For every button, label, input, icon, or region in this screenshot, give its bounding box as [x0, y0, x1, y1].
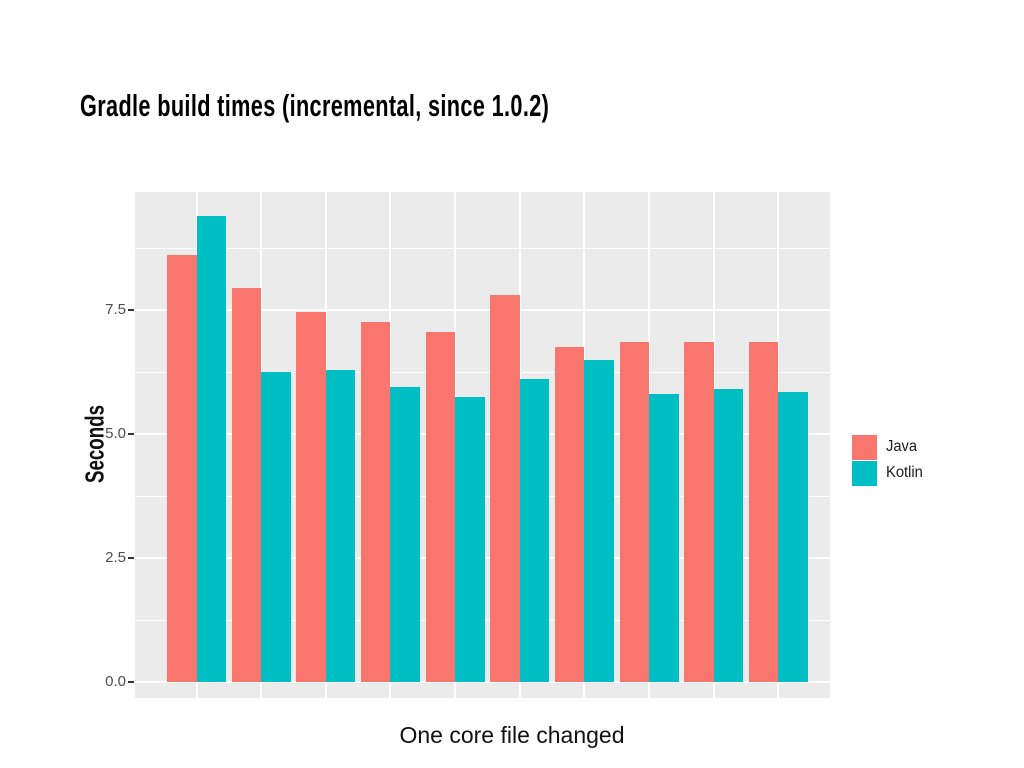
- y-tick-mark: [128, 433, 134, 435]
- legend-item-kotlin: Kotlin: [852, 460, 926, 486]
- bar-kotlin-6: [519, 379, 550, 682]
- y-tick-label: 7.5: [105, 301, 126, 318]
- y-tick-mark: [128, 681, 134, 683]
- bar-kotlin-8: [649, 394, 679, 682]
- bar-java-2: [231, 287, 262, 682]
- bar-java-6: [490, 295, 520, 682]
- bar-kotlin-5: [455, 396, 485, 682]
- gridline-minor: [135, 371, 830, 373]
- bar-kotlin-9: [713, 389, 744, 682]
- y-tick-mark: [128, 557, 134, 559]
- y-tick-label: 5.0: [105, 425, 126, 442]
- bar-java-4: [360, 322, 391, 682]
- bar-java-10: [748, 342, 779, 682]
- y-tick-label: 2.5: [105, 549, 126, 566]
- gridline-major: [135, 309, 830, 311]
- bar-java-8: [619, 342, 650, 682]
- gridline-minor: [135, 247, 830, 249]
- bar-java-7: [554, 347, 585, 682]
- bar-kotlin-4: [390, 386, 420, 682]
- legend-swatch-kotlin: [852, 460, 877, 486]
- gridline-major: [135, 681, 830, 683]
- bar-java-3: [296, 312, 326, 682]
- legend-item-java: Java: [852, 434, 926, 460]
- bar-java-9: [684, 342, 714, 682]
- bar-kotlin-2: [261, 372, 291, 682]
- y-tick-label: 0.0: [105, 673, 126, 690]
- legend-label: Java: [886, 438, 918, 455]
- legend-label: Kotlin: [886, 464, 923, 481]
- bar-kotlin-1: [196, 215, 226, 682]
- y-tick-mark: [128, 309, 134, 311]
- bar-kotlin-3: [325, 369, 356, 682]
- legend: Java Kotlin: [852, 434, 926, 486]
- legend-swatch-java: [852, 434, 877, 460]
- y-axis-title: Seconds: [79, 404, 110, 484]
- plot-panel: [135, 192, 830, 698]
- bar-java-5: [425, 332, 456, 682]
- bar-kotlin-10: [778, 391, 808, 682]
- chart-caption: One core file changed: [399, 722, 625, 748]
- chart-title: Gradle build times (incremental, since 1…: [80, 88, 550, 123]
- bar-kotlin-7: [584, 359, 614, 682]
- bar-java-1: [167, 255, 197, 682]
